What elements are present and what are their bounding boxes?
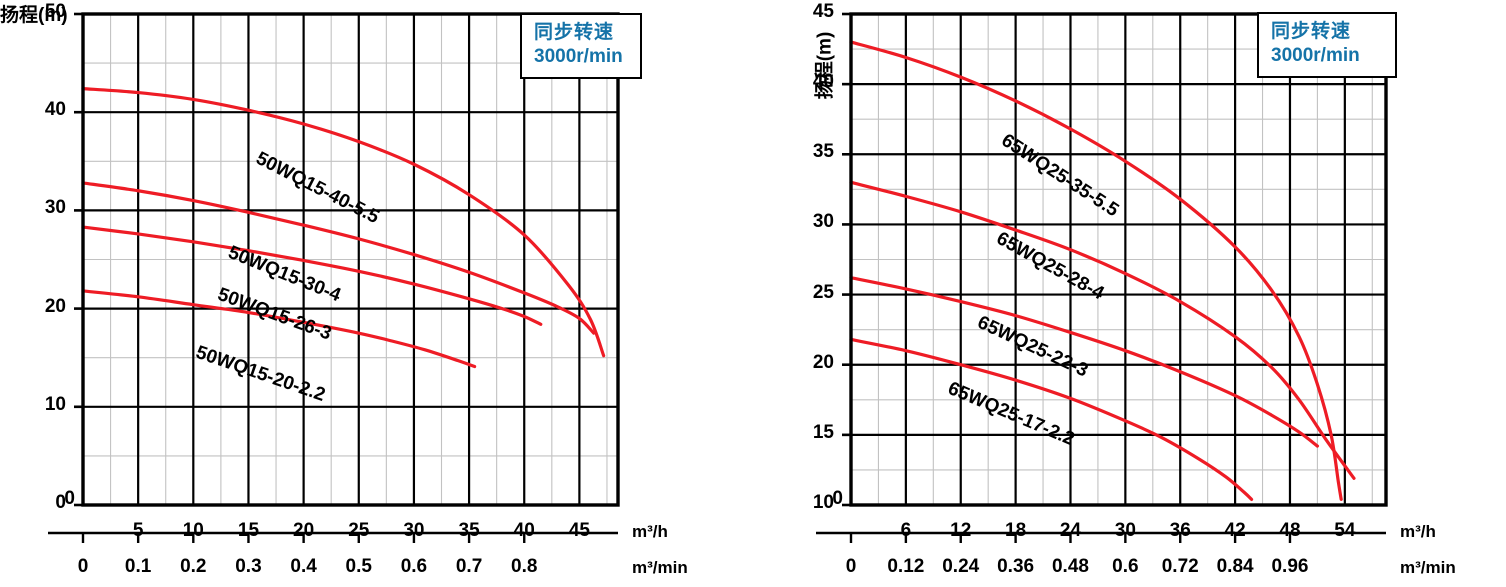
grid-minor <box>851 14 1386 505</box>
legend-speed-value-left: 3000r/min <box>534 45 623 67</box>
performance-curve-4 <box>81 289 477 369</box>
x-tick-label-primary: 35 <box>458 520 480 541</box>
x-tick-label-secondary: 0.72 <box>1161 556 1199 577</box>
y-tick-label: 30 <box>44 197 66 219</box>
x-tick-label-secondary: 0.48 <box>1051 556 1089 577</box>
x-tick-label-secondary: 0.2 <box>180 556 207 577</box>
x-tick-label-primary: 6 <box>900 520 912 541</box>
x-tick-label-secondary: 0.12 <box>887 556 925 577</box>
x-tick-label-primary: 48 <box>1279 520 1301 541</box>
x-tick-label-secondary: 0.24 <box>942 556 980 577</box>
performance-curve-1 <box>81 87 606 358</box>
x-tick-label-secondary: 0.6 <box>1112 556 1139 577</box>
performance-curve-2 <box>81 181 596 335</box>
x-tick-label-primary: 45 <box>568 520 590 541</box>
y-tick-label: 25 <box>812 281 834 303</box>
axis-ticks <box>48 12 618 543</box>
x-tick-label-secondary: 0.4 <box>290 556 317 577</box>
x-tick-label-primary: 5 <box>132 520 144 541</box>
x-axis-unit-secondary: m³/min <box>1400 558 1456 577</box>
x-tick-label-primary: 25 <box>348 520 370 541</box>
plot-frame <box>81 12 620 507</box>
y-tick-label: 20 <box>812 351 834 373</box>
plot-frame <box>849 12 1388 507</box>
legend-box-right: 同步转速 3000r/min <box>1257 12 1397 78</box>
x-tick-label-primary: 40 <box>513 520 535 541</box>
axis-ticks <box>816 12 1386 543</box>
curve-layer <box>849 40 1356 501</box>
x-tick-label-secondary: 0.3 <box>235 556 262 577</box>
y-tick-label: 50 <box>44 1 66 22</box>
chart-left-svg <box>48 12 620 543</box>
x-tick-label-secondary: 0.96 <box>1271 556 1309 577</box>
performance-curve-3 <box>849 276 1320 448</box>
x-tick-label-primary: 54 <box>1334 520 1356 541</box>
x-tick-label-secondary: 0.6 <box>400 556 428 577</box>
legend-box-left: 同步转速 3000r/min <box>520 13 642 79</box>
x-axis-unit-primary: m³/h <box>1400 522 1436 541</box>
y-tick-label: 40 <box>44 99 66 121</box>
x-tick-label-primary: 24 <box>1059 520 1082 541</box>
grid-minor <box>83 14 618 505</box>
x-tick-label-primary: 20 <box>293 520 315 541</box>
legend-speed-label-left: 同步转速 <box>534 22 615 43</box>
y-tick-label: 30 <box>812 211 834 233</box>
chart-panel-65wq25: 扬程(m) 同步转速 3000r/min 10 15 20 25 30 35 40 45 6 12… <box>753 0 1506 587</box>
x-tick-label-primary: 10 <box>182 520 204 541</box>
y-axis-title-left: 扬程(m) <box>0 5 68 26</box>
performance-curve-2 <box>849 180 1356 480</box>
legend-speed-value-right: 3000r/min <box>1271 44 1360 66</box>
y-tick-label: 20 <box>44 295 66 317</box>
x-tick-label-secondary: 0.8 <box>511 556 538 577</box>
y-tick-label: 10 <box>44 393 66 415</box>
y-tick-label: 10 <box>812 492 834 513</box>
performance-curve-4 <box>849 337 1254 501</box>
x-tick-label-secondary: 0 <box>77 556 89 577</box>
x-tick-label-primary: 42 <box>1224 520 1246 541</box>
x-tick-label-primary: 18 <box>1005 520 1027 541</box>
y-tick-label: 15 <box>812 421 834 443</box>
x-tick-label-secondary: 0.5 <box>345 556 372 577</box>
x-tick-label-primary: 15 <box>237 520 260 541</box>
x-axis-origin-label: 0 <box>64 488 75 509</box>
curve-layer <box>81 87 606 369</box>
x-axis-unit-secondary: m³/min <box>632 558 688 577</box>
x-tick-label-primary: 12 <box>950 520 972 541</box>
x-tick-label-secondary: 0.36 <box>997 556 1035 577</box>
y-tick-label: 45 <box>812 1 834 22</box>
x-tick-label-secondary: 0.84 <box>1216 556 1254 577</box>
x-tick-label-secondary: 0.7 <box>455 556 483 577</box>
y-tick-label: 40 <box>812 71 834 93</box>
chart-right-svg <box>816 12 1388 543</box>
grid-major <box>83 14 618 505</box>
x-tick-label-primary: 36 <box>1169 520 1191 541</box>
legend-speed-label-right: 同步转速 <box>1271 21 1352 42</box>
performance-curve-3 <box>81 225 543 326</box>
chart-panel-50wq15: 扬程(m) 同步转速 3000r/min 0 10 20 30 40 50 5 10 15 20 2… <box>0 1 688 577</box>
x-tick-label-primary: 30 <box>1114 520 1136 541</box>
y-tick-label: 35 <box>812 141 834 163</box>
x-tick-label-primary: 30 <box>403 520 425 541</box>
x-axis-origin-label: 0 <box>832 488 843 509</box>
grid-major <box>851 14 1386 505</box>
x-tick-label-secondary: 0.1 <box>124 556 152 577</box>
x-tick-label-secondary: 0 <box>845 556 857 577</box>
performance-curve-1 <box>849 40 1343 501</box>
x-axis-unit-primary: m³/h <box>632 522 668 541</box>
y-tick-label: 0 <box>55 492 66 513</box>
